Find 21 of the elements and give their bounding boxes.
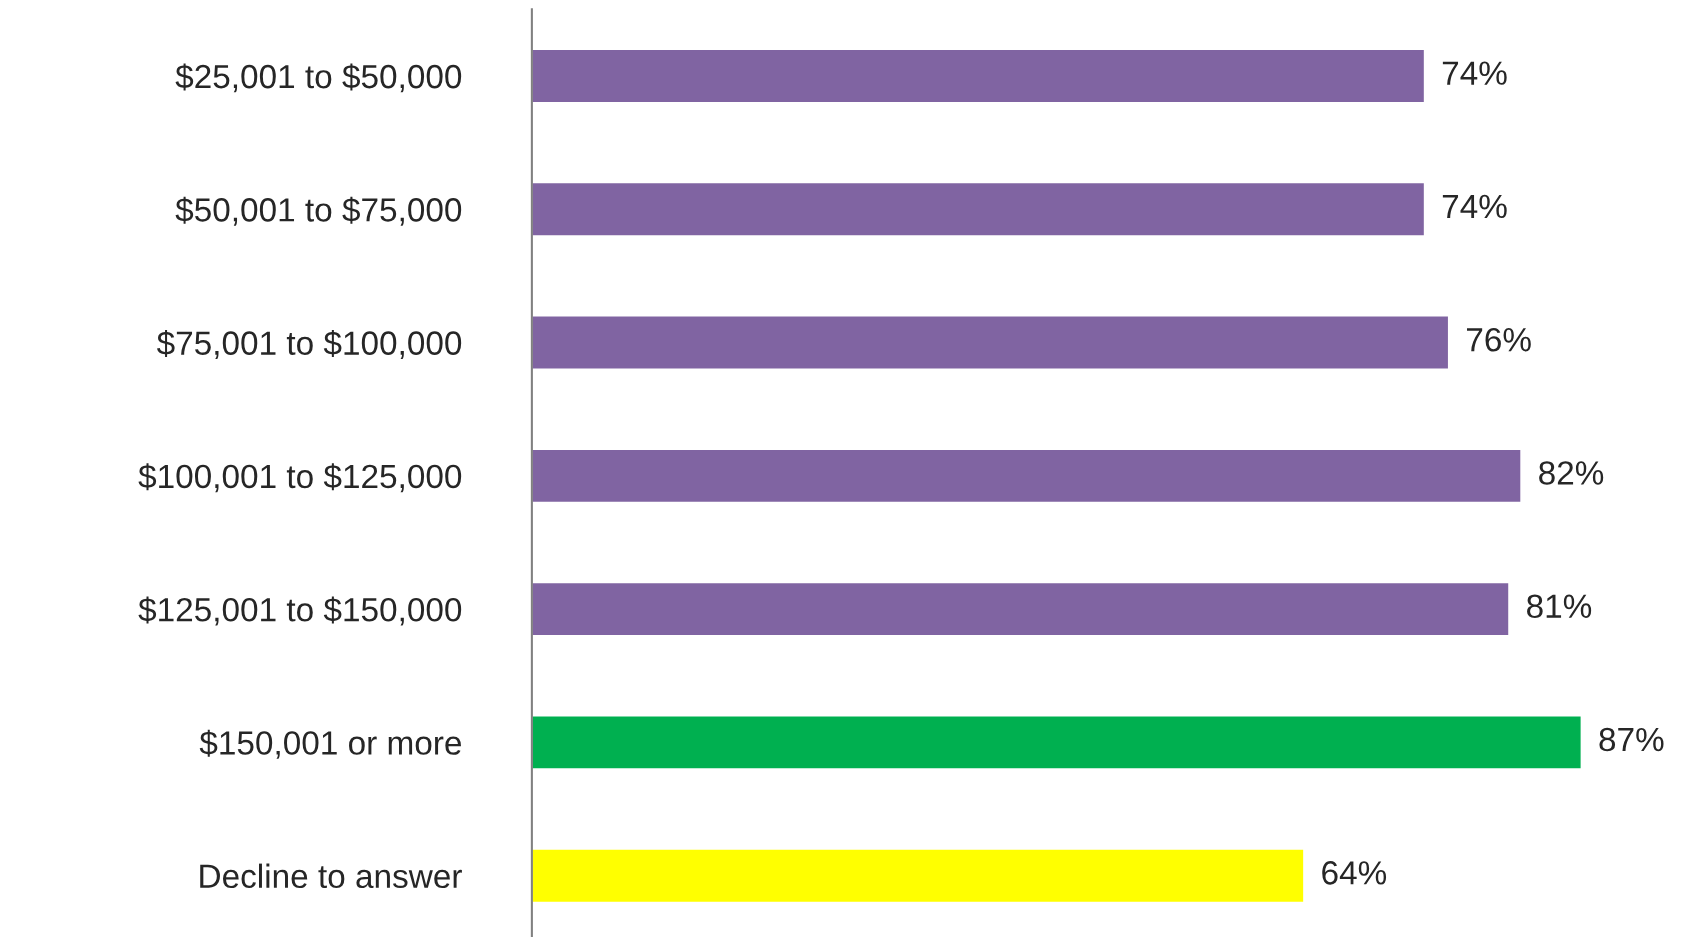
y-tick-label: $100,001 to $125,000	[138, 463, 462, 493]
data-label: 74%	[1442, 194, 1507, 219]
y-tick-label: $125,001 to $150,000	[138, 596, 462, 626]
y-tick-label: $50,001 to $75,000	[175, 196, 462, 226]
bar	[531, 48, 1426, 104]
bar	[531, 848, 1305, 904]
y-tick-label: Decline to answer	[200, 863, 462, 889]
data-label: 87%	[1599, 727, 1664, 752]
data-label: 76%	[1467, 327, 1531, 352]
y-tick-label: $150,001 or more	[199, 729, 461, 759]
y-tick-label: $25,001 to $50,000	[175, 63, 462, 93]
bar	[531, 181, 1426, 237]
y-tick-label: $75,001 to $100,000	[156, 329, 462, 359]
bar	[531, 581, 1510, 637]
data-label: 82%	[1539, 461, 1604, 485]
bar	[531, 715, 1583, 770]
bar	[531, 315, 1450, 370]
data-label: 81%	[1527, 594, 1592, 619]
data-label: 64%	[1322, 861, 1387, 885]
data-label: 74%	[1442, 61, 1507, 85]
bar	[531, 448, 1522, 504]
